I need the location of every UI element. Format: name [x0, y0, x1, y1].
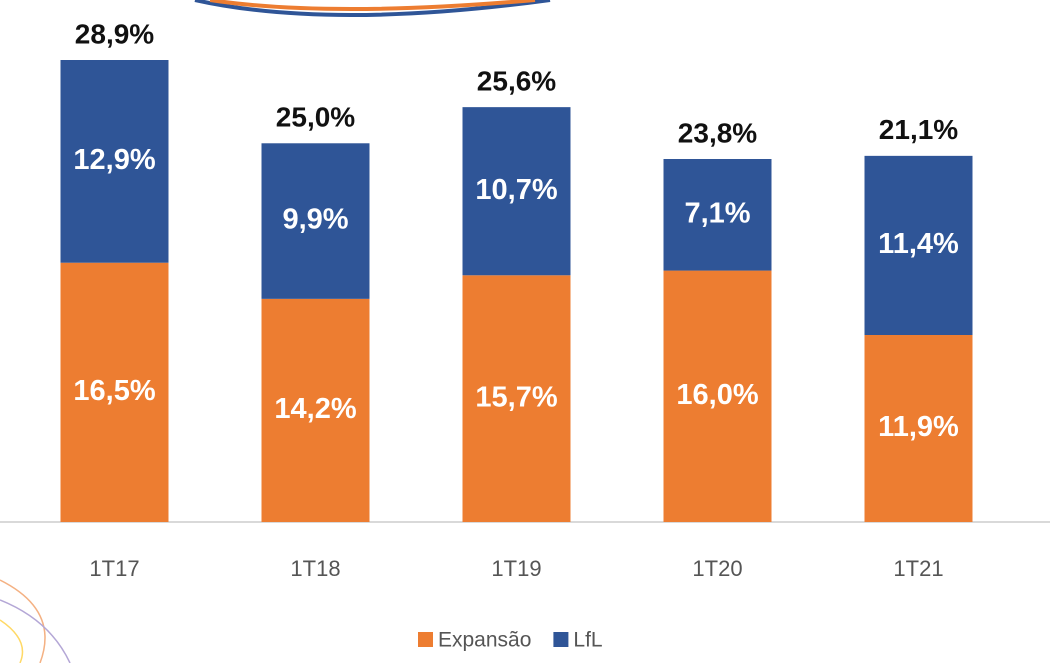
segment-label: 12,9%: [73, 144, 155, 176]
page: {"chart_data": {"type": "stacked-bar", "…: [0, 0, 1050, 663]
total-label: 25,6%: [477, 66, 556, 97]
segment-label: 10,7%: [475, 174, 557, 206]
x-tick-label: 1T18: [290, 556, 340, 581]
total-label: 23,8%: [678, 117, 757, 148]
total-label: 28,9%: [75, 18, 154, 49]
legend-label: Expansão: [438, 629, 531, 652]
x-tick-label: 1T17: [89, 556, 139, 581]
total-label: 21,1%: [879, 114, 958, 145]
legend-swatch: [418, 632, 433, 647]
decor-line: [0, 600, 70, 663]
segment-label: 16,0%: [676, 379, 758, 411]
chart: 16,5% 12,9% 28,9% 1T17 14,2% 9,9% 25,0% 1T18 15,…: [0, 0, 1050, 663]
total-label: 25,0%: [276, 102, 355, 133]
decor-line: [0, 620, 23, 663]
legend-swatch: [553, 632, 568, 647]
segment-label: 9,9%: [282, 204, 348, 236]
segment-label: 7,1%: [684, 197, 750, 229]
segment-label: 11,4%: [878, 228, 959, 260]
segment-label: 14,2%: [274, 393, 356, 425]
segment-label: 15,7%: [475, 381, 557, 413]
segment-label: 11,9%: [878, 411, 959, 443]
x-tick-label: 1T20: [692, 556, 742, 581]
x-tick-label: 1T19: [491, 556, 541, 581]
x-tick-label: 1T21: [893, 556, 943, 581]
legend-label: LfL: [573, 629, 602, 652]
segment-label: 16,5%: [73, 375, 155, 407]
